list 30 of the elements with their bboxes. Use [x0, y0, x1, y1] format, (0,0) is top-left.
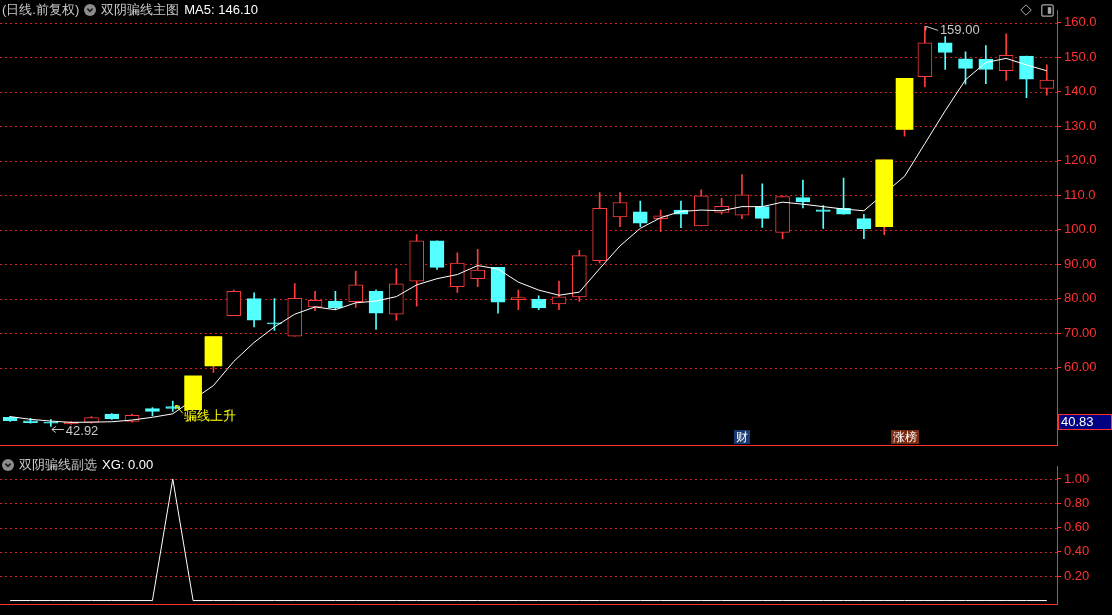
chart-title: (日线.前复权): [2, 2, 80, 17]
y-tick-label: 90.00: [1064, 255, 1097, 271]
y-tick-label: 1.00: [1064, 470, 1090, 486]
annotation: 骗线上升: [183, 407, 236, 423]
y-tick-label: 160.0: [1064, 14, 1097, 30]
annotation: 财: [733, 430, 750, 445]
y-tick-label: 140.0: [1064, 83, 1097, 99]
chart-subtitle: 双阴骗线主图: [101, 2, 180, 17]
text: MA5: 146.10: [184, 2, 258, 17]
y-tick-label: 130.0: [1064, 117, 1097, 133]
y-tick-label: 60.00: [1064, 359, 1097, 375]
y-tick-label: 100.0: [1064, 221, 1097, 237]
y-tick-label: 70.00: [1064, 324, 1097, 340]
y-tick-label: 0.60: [1064, 519, 1090, 535]
y-tick-label: 110.0: [1064, 186, 1096, 202]
y-tick-label: 0.80: [1064, 494, 1090, 510]
series-label: XG: 0.00: [102, 457, 154, 472]
y-tick-label: 150.0: [1064, 48, 1097, 64]
y-tick-label: 0.20: [1064, 567, 1090, 583]
annotation: 涨榜: [890, 430, 919, 445]
y-tick-label: 120.0: [1064, 152, 1097, 168]
annotation: 42.92: [65, 423, 99, 439]
candlestick: [795, 179, 811, 209]
bar: [184, 375, 202, 411]
y-tick-label: 80.00: [1064, 290, 1097, 306]
chart-title: 双阴骗线副选: [19, 457, 97, 472]
annotation: 159.00: [939, 21, 980, 37]
y-tick-label: 0.40: [1064, 543, 1090, 559]
text: 40.83: [1058, 414, 1112, 431]
candlestick: [815, 205, 831, 229]
